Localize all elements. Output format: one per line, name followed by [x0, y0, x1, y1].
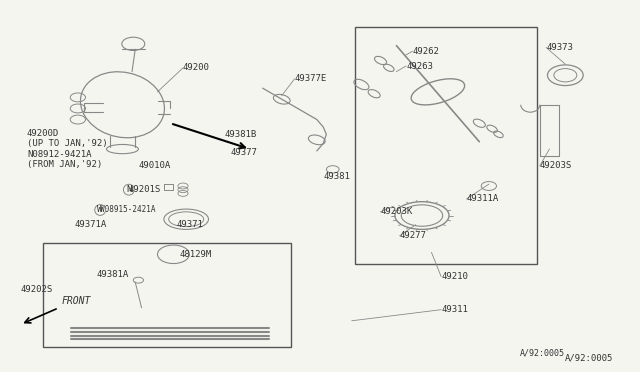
Text: 49262: 49262 — [412, 47, 439, 56]
Text: 49263: 49263 — [406, 61, 433, 71]
Bar — [355, 27, 537, 263]
Text: 49210: 49210 — [441, 272, 468, 281]
Text: 49311: 49311 — [441, 305, 468, 314]
Text: 49381: 49381 — [323, 172, 350, 181]
Text: 49200: 49200 — [183, 63, 210, 72]
Text: 49371: 49371 — [177, 220, 204, 229]
Text: 49277: 49277 — [399, 231, 426, 240]
Text: 49201S: 49201S — [129, 185, 161, 194]
Text: 49200D
(UP TO JAN,'92)
N08912-9421A
(FROM JAN,'92): 49200D (UP TO JAN,'92) N08912-9421A (FRO… — [27, 129, 108, 169]
Text: 49202S: 49202S — [20, 285, 52, 294]
Text: 49377E: 49377E — [294, 74, 327, 83]
Text: W: W — [97, 205, 103, 215]
Text: 49203S: 49203S — [540, 161, 572, 170]
Bar — [43, 243, 291, 347]
Text: A/92:0005: A/92:0005 — [520, 349, 565, 358]
Text: 48129M: 48129M — [180, 250, 212, 259]
Text: 49203K: 49203K — [381, 207, 413, 217]
Text: 49311A: 49311A — [467, 195, 499, 203]
Text: 49371A: 49371A — [75, 220, 107, 229]
Text: N: N — [126, 185, 132, 194]
Text: 49377: 49377 — [231, 148, 258, 157]
Text: 49373: 49373 — [546, 43, 573, 52]
Text: W08915-2421A: W08915-2421A — [100, 205, 156, 215]
Text: FRONT: FRONT — [62, 296, 92, 306]
Text: 49381B: 49381B — [225, 130, 257, 139]
Text: A/92:0005: A/92:0005 — [565, 353, 614, 362]
Text: 49381A: 49381A — [97, 270, 129, 279]
Text: 49010A: 49010A — [138, 161, 171, 170]
